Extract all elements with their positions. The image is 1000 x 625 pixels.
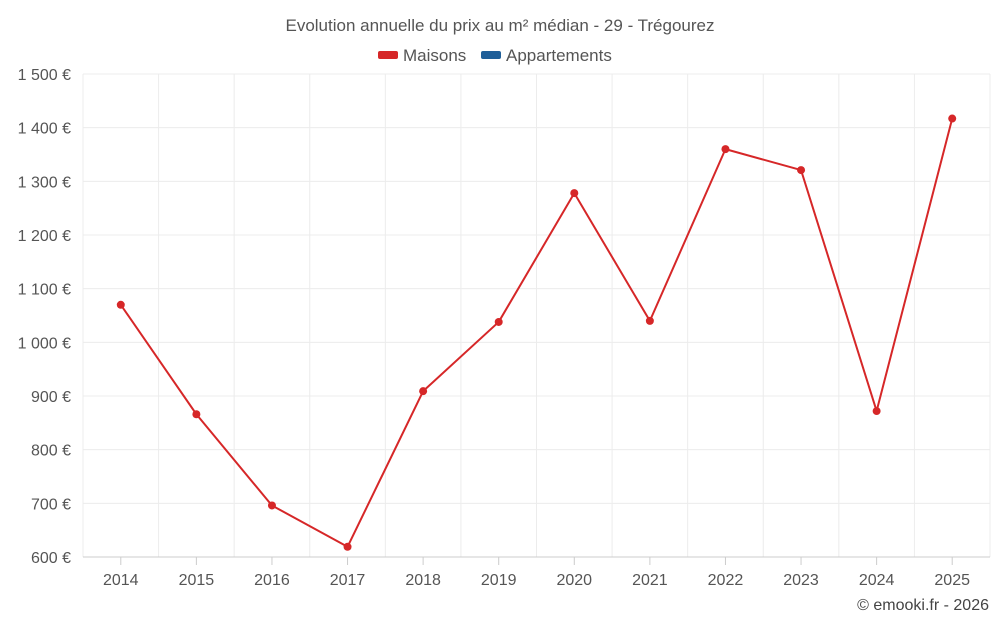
x-tick-label: 2022 [708, 572, 744, 589]
y-tick-label: 1 100 € [18, 282, 71, 299]
x-tick-label: 2020 [556, 572, 592, 589]
series-maisons [116, 114, 957, 551]
series-line-maisons [119, 118, 954, 548]
legend-item-maisons[interactable]: Maisons [378, 46, 466, 65]
y-tick-label: 600 € [31, 550, 71, 567]
y-tick-label: 1 000 € [18, 335, 71, 352]
data-point-maisons-2023[interactable] [797, 166, 806, 175]
x-tick-label: 2019 [481, 572, 517, 589]
data-point-maisons-2021[interactable] [645, 316, 654, 325]
x-tick-label: 2021 [632, 572, 668, 589]
x-tick-label: 2023 [783, 572, 819, 589]
legend-label-appartements: Appartements [506, 46, 612, 65]
legend: Maisons Appartements [378, 46, 612, 65]
x-tick-label: 2016 [254, 572, 290, 589]
x-tick-label: 2017 [330, 572, 366, 589]
y-tick-label: 1 300 € [18, 174, 71, 191]
legend-swatch-appartements [481, 51, 501, 59]
data-point-maisons-2019[interactable] [494, 317, 503, 326]
y-tick-label: 1 200 € [18, 228, 71, 245]
data-point-maisons-2022[interactable] [721, 145, 730, 154]
legend-label-maisons: Maisons [403, 46, 466, 65]
x-axis-ticks: 2014 2015 2016 2017 2018 2019 2020 2021 2022 2023… [103, 557, 970, 589]
chart-title: Evolution annuelle du prix au m² médian … [285, 16, 714, 35]
gridlines [82, 73, 991, 558]
x-tick-label: 2018 [405, 572, 441, 589]
y-tick-label: 900 € [31, 389, 71, 406]
data-point-maisons-2020[interactable] [570, 189, 579, 198]
y-tick-label: 1 500 € [18, 67, 71, 84]
data-point-maisons-2016[interactable] [267, 501, 276, 510]
y-tick-label: 700 € [31, 496, 71, 513]
x-tick-label: 2024 [859, 572, 895, 589]
data-point-maisons-2024[interactable] [872, 407, 881, 416]
data-point-maisons-2018[interactable] [419, 387, 428, 396]
y-tick-label: 800 € [31, 443, 71, 460]
credit-text: © emooki.fr - 2026 [857, 597, 989, 614]
x-tick-label: 2015 [179, 572, 215, 589]
y-axis-ticks: 600 € 700 € 800 € 900 € 1 000 € 1 100 € 1 200 … [18, 67, 71, 567]
legend-item-appartements[interactable]: Appartements [481, 46, 612, 65]
data-point-maisons-2025[interactable] [948, 114, 957, 123]
data-point-maisons-2017[interactable] [343, 542, 352, 551]
x-tick-label: 2014 [103, 572, 139, 589]
x-tick-label: 2025 [934, 572, 970, 589]
data-point-maisons-2014[interactable] [116, 300, 125, 309]
data-point-maisons-2015[interactable] [192, 410, 201, 419]
legend-swatch-maisons [378, 51, 398, 59]
y-tick-label: 1 400 € [18, 121, 71, 138]
